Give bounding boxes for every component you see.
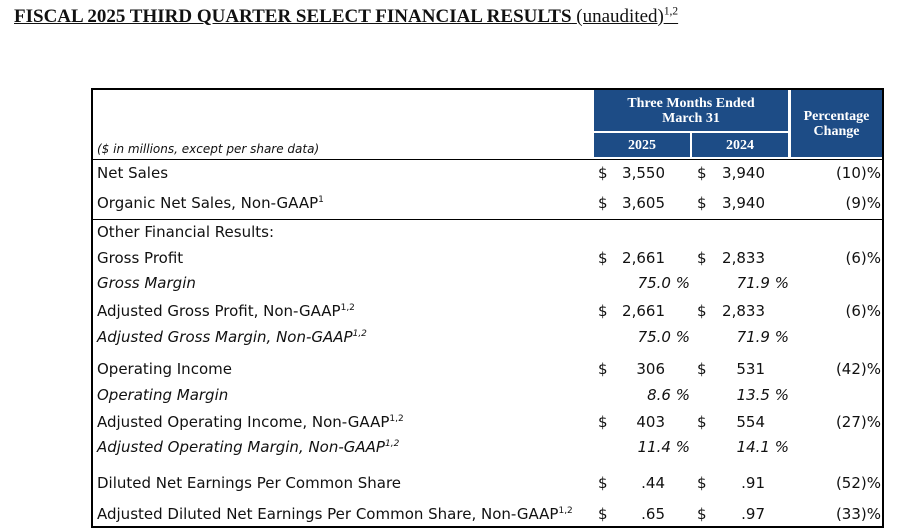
amount: .65 bbox=[641, 505, 665, 523]
percent: 75.0 % bbox=[637, 328, 690, 346]
row-label: Adjusted Operating Income, Non-GAAP1,2 bbox=[97, 412, 404, 432]
row-label-text: Adjusted Diluted Net Earnings Per Common… bbox=[97, 505, 559, 523]
row-label-sup: 1,2 bbox=[352, 329, 367, 339]
row-label-sup: 1 bbox=[318, 195, 324, 205]
row-label-text: Organic Net Sales, Non-GAAP bbox=[97, 194, 319, 212]
row-label: Organic Net Sales, Non-GAAP1 bbox=[97, 193, 324, 213]
row-label: Operating Margin bbox=[97, 385, 228, 405]
row-label-text: Other Financial Results: bbox=[97, 223, 275, 241]
currency: $ bbox=[598, 505, 608, 523]
percent: 11.4 % bbox=[637, 438, 690, 456]
change: (27)% bbox=[835, 413, 881, 431]
header-rule bbox=[91, 159, 884, 160]
currency: $ bbox=[697, 302, 707, 320]
percent: 13.5 % bbox=[736, 386, 789, 404]
title-main: FISCAL 2025 THIRD QUARTER SELECT FINANCI… bbox=[14, 6, 572, 27]
currency: $ bbox=[697, 505, 707, 523]
change: (6)% bbox=[845, 302, 881, 320]
currency: $ bbox=[697, 164, 707, 182]
row-label-text: Adjusted Operating Margin, Non-GAAP bbox=[97, 438, 385, 456]
amount: 2,661 bbox=[622, 249, 665, 267]
change: (10)% bbox=[835, 164, 881, 182]
currency: $ bbox=[697, 474, 707, 492]
row-label-text: Adjusted Operating Income, Non-GAAP bbox=[97, 413, 390, 431]
amount: 531 bbox=[736, 360, 765, 378]
amount: 3,940 bbox=[722, 164, 765, 182]
currency: $ bbox=[598, 194, 608, 212]
currency: $ bbox=[598, 413, 608, 431]
row-label-text: Adjusted Gross Profit, Non-GAAP bbox=[97, 302, 341, 320]
change: (52)% bbox=[835, 474, 881, 492]
currency: $ bbox=[598, 474, 608, 492]
row-label-text: Gross Margin bbox=[97, 274, 196, 292]
change: (9)% bbox=[845, 194, 881, 212]
row-label: Gross Profit bbox=[97, 248, 183, 268]
percent: 71.9 % bbox=[736, 274, 789, 292]
currency: $ bbox=[598, 360, 608, 378]
percent: 8.6 % bbox=[647, 386, 690, 404]
amount: 2,833 bbox=[722, 302, 765, 320]
amount: 3,605 bbox=[622, 194, 665, 212]
row-label-text: Operating Margin bbox=[97, 386, 229, 404]
percent: 14.1 % bbox=[736, 438, 789, 456]
amount: 2,661 bbox=[622, 302, 665, 320]
row-label-sup: 1,2 bbox=[384, 439, 400, 449]
currency: $ bbox=[697, 249, 707, 267]
percent: 75.0 % bbox=[637, 274, 690, 292]
change: (42)% bbox=[835, 360, 881, 378]
row-label-text: Operating Income bbox=[97, 360, 232, 378]
row-label-text: Diluted Net Earnings Per Common Share bbox=[97, 474, 402, 492]
currency: $ bbox=[697, 413, 707, 431]
row-label: Diluted Net Earnings Per Common Share bbox=[97, 473, 401, 493]
currency: $ bbox=[598, 302, 608, 320]
row-label: Operating Income bbox=[97, 359, 232, 379]
row-label: Other Financial Results: bbox=[97, 222, 274, 242]
row-label-sup: 1,2 bbox=[389, 414, 404, 424]
row-label: Adjusted Operating Margin, Non-GAAP1,2 bbox=[97, 437, 399, 457]
period-header: Three Months Ended March 31 bbox=[594, 90, 788, 131]
amount: 2,833 bbox=[722, 249, 765, 267]
title: FISCAL 2025 THIRD QUARTER SELECT FINANCI… bbox=[14, 6, 678, 28]
row-label-text: Adjusted Gross Margin, Non-GAAP bbox=[97, 328, 353, 346]
amount: 3,550 bbox=[622, 164, 665, 182]
column-header: 2024 bbox=[692, 133, 788, 157]
percent: 71.9 % bbox=[736, 328, 789, 346]
amount: 554 bbox=[736, 413, 765, 431]
currency: $ bbox=[697, 194, 707, 212]
amount: .91 bbox=[741, 474, 765, 492]
amount: .44 bbox=[641, 474, 665, 492]
row-label: Adjusted Gross Profit, Non-GAAP1,2 bbox=[97, 301, 355, 321]
row-label-sup: 1,2 bbox=[558, 506, 573, 516]
change-header: Percentage Change bbox=[791, 90, 882, 157]
amount: 3,940 bbox=[722, 194, 765, 212]
table-frame bbox=[91, 88, 884, 528]
row-label: Gross Margin bbox=[97, 273, 196, 293]
row-label-sup: 1,2 bbox=[340, 303, 355, 313]
title-sup: 1,2 bbox=[663, 5, 679, 18]
change: (6)% bbox=[845, 249, 881, 267]
row-label: Adjusted Gross Margin, Non-GAAP1,2 bbox=[97, 327, 367, 347]
row-label: Adjusted Diluted Net Earnings Per Common… bbox=[97, 504, 573, 524]
currency: $ bbox=[697, 360, 707, 378]
currency: $ bbox=[598, 249, 608, 267]
row-label: Net Sales bbox=[97, 163, 168, 183]
column-header: 2025 bbox=[594, 133, 690, 157]
row-label-text: Net Sales bbox=[97, 164, 169, 182]
row-label-text: Gross Profit bbox=[97, 249, 184, 267]
amount: 306 bbox=[636, 360, 665, 378]
amount: .97 bbox=[741, 505, 765, 523]
currency: $ bbox=[598, 164, 608, 182]
change: (33)% bbox=[835, 505, 881, 523]
units-note: ($ in millions, except per share data) bbox=[97, 142, 320, 156]
section-rule bbox=[91, 219, 884, 220]
amount: 403 bbox=[636, 413, 665, 431]
title-note: (unaudited) bbox=[576, 6, 664, 27]
